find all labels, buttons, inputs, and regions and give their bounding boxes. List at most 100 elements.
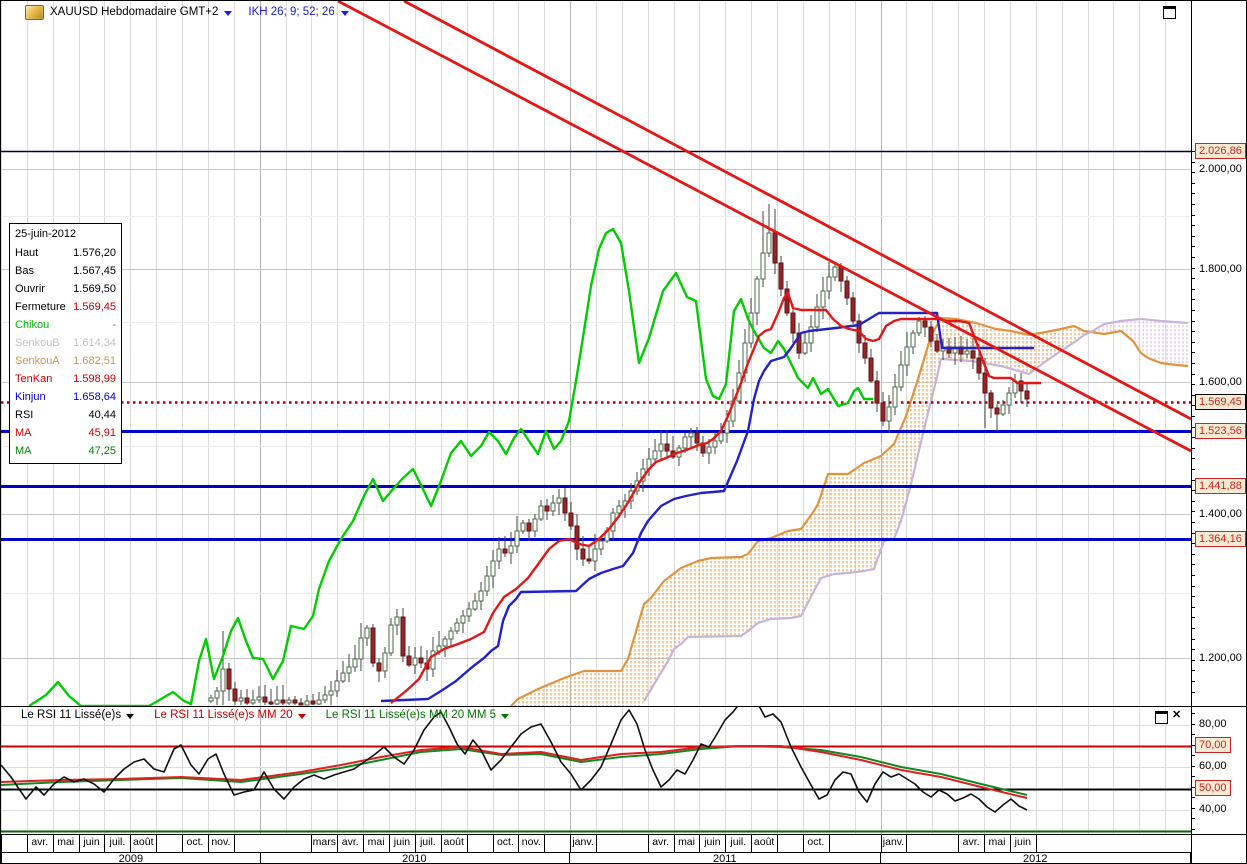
tooltip-value: 1.614,34 — [73, 337, 116, 349]
axis-tick — [1192, 808, 1195, 809]
rsi-panel-close-icon[interactable]: ✕ — [1172, 709, 1182, 721]
rsi-axis-label: 40,00 — [1199, 803, 1227, 815]
instrument-title: XAUUSD Hebdomadaire GMT+2 — [50, 6, 219, 18]
tooltip-label: Chikou — [15, 319, 50, 331]
month-label: avr. — [652, 836, 670, 848]
axis-tick — [1192, 533, 1195, 534]
ichimoku-cloud-future — [1091, 319, 1188, 366]
tooltip-label: Ouvrir — [15, 283, 45, 295]
tooltip-row: Haut 1.576,20 — [14, 244, 117, 262]
tooltip-date: 25-juin-2012 — [15, 228, 77, 240]
axis-tick — [1192, 607, 1195, 608]
tooltip-label: Haut — [15, 247, 39, 259]
trend-channel-line[interactable] — [403, 1, 1191, 421]
month-divider — [674, 835, 675, 852]
month-label: août — [443, 836, 464, 848]
ichimoku-settings-label: IKH 26; 9; 52; 26 — [248, 6, 335, 18]
axis-tick — [1192, 564, 1195, 565]
axis-tick — [1192, 278, 1195, 279]
rsi-indicator-dropdown-caret-icon[interactable] — [126, 713, 135, 719]
month-label: août — [753, 836, 775, 848]
month-label: avr. — [31, 836, 49, 848]
month-divider — [182, 835, 183, 852]
instrument-dropdown-caret-icon[interactable] — [224, 10, 233, 16]
kinjun-line — [380, 311, 1034, 703]
month-label: juin — [393, 836, 411, 848]
tooltip-value: 1.567,45 — [73, 265, 116, 277]
axis-tick — [1192, 395, 1195, 396]
tooltip-row: Chikou - — [14, 316, 117, 334]
tooltip-value: 1.576,20 — [73, 247, 116, 259]
tooltip-label: SenkouB — [15, 337, 60, 349]
rsi-line — [1, 707, 1028, 813]
axis-tick — [1192, 628, 1195, 629]
axis-tick — [1192, 596, 1195, 597]
axis-tick — [1192, 342, 1195, 343]
time-axis[interactable]: avr. mai juin juil. août oct. nov. mars avr. mai j… — [1, 834, 1246, 863]
tooltip-label: Kinjun — [15, 391, 46, 403]
tooltip-row: Bas 1.567,45 — [14, 262, 117, 280]
tooltip-value: 47,25 — [88, 445, 116, 457]
month-divider — [725, 835, 726, 852]
axis-tick — [1192, 501, 1195, 502]
month-divider — [1, 835, 2, 852]
axis-tick — [1192, 458, 1195, 459]
tooltip-label: Fermeture — [15, 301, 66, 313]
tooltip-row: Ouvrir 1.569,50 — [14, 280, 117, 298]
rsi-axis-alert-label: 50,00 — [1195, 780, 1231, 796]
month-divider — [27, 835, 28, 852]
axis-tick — [1192, 448, 1195, 449]
price-axis[interactable]: 2.000,00 1.800,00 1.600,00 1.400,00 1.200,00… — [1191, 1, 1246, 834]
axis-tick — [1192, 289, 1195, 290]
axis-tick — [1192, 257, 1195, 258]
month-divider — [699, 835, 700, 852]
month-divider — [415, 835, 416, 852]
tooltip-row: MA 45,91 — [14, 424, 117, 442]
rsi-panel-restore-button[interactable] — [1155, 711, 1168, 724]
indicator-dropdown-caret-icon[interactable] — [340, 10, 349, 16]
month-label: juin — [704, 836, 721, 848]
axis-tick — [1192, 660, 1195, 661]
axis-tick — [1192, 586, 1195, 587]
month-label: juil. — [109, 836, 126, 848]
axis-tick — [1192, 204, 1195, 205]
tooltip-row: Kinjun 1.658,64 — [14, 388, 117, 406]
rsi-mm20-line — [1, 745, 1028, 799]
trend-channel-line[interactable] — [337, 1, 1191, 453]
rsi-indicator-name: Le RSI 11 Lissé(e)s — [21, 709, 122, 721]
axis-tick — [1192, 352, 1195, 353]
year-label: 2012 — [881, 853, 1191, 863]
month-divider — [570, 835, 571, 852]
month-label: janv. — [882, 836, 905, 848]
axis-tick — [1192, 787, 1195, 788]
main-price-chart-canvas[interactable] — [1, 1, 1191, 706]
axis-tick — [1192, 797, 1195, 798]
axis-tick — [1192, 543, 1195, 544]
rsi-indicator-dropdown-caret-icon[interactable] — [297, 713, 306, 719]
tooltip-label: TenKan — [15, 373, 53, 385]
tooltip-row: SenkouA 1.682,51 — [14, 352, 117, 370]
month-divider — [518, 835, 519, 852]
month-label: mars — [312, 836, 337, 848]
senkou-a-line — [510, 316, 1189, 706]
price-axis-alert-label: 1.364,16 — [1195, 531, 1246, 547]
axis-tick — [1192, 639, 1195, 640]
axis-tick — [1192, 469, 1195, 470]
main-chart-restore-button[interactable] — [1163, 6, 1176, 19]
axis-tick — [1192, 427, 1195, 428]
axis-tick — [1192, 268, 1195, 269]
rsi-indicator-canvas[interactable] — [1, 706, 1191, 834]
rsi-indicator-dropdown-caret-icon[interactable] — [501, 713, 510, 719]
rsi-indicator-label: Le RSI 11 Lissé(e)s MM 20 — [154, 709, 306, 721]
month-label: août — [133, 836, 154, 848]
axis-tick — [1192, 384, 1195, 385]
axis-tick — [1192, 713, 1195, 714]
axis-tick — [1192, 490, 1195, 491]
month-divider — [311, 835, 312, 852]
tooltip-label: RSI — [15, 409, 34, 421]
month-label: oct. — [186, 836, 204, 848]
month-divider — [596, 835, 597, 852]
month-divider — [389, 835, 390, 852]
year-label: 2011 — [570, 853, 881, 863]
axis-tick — [1192, 522, 1195, 523]
